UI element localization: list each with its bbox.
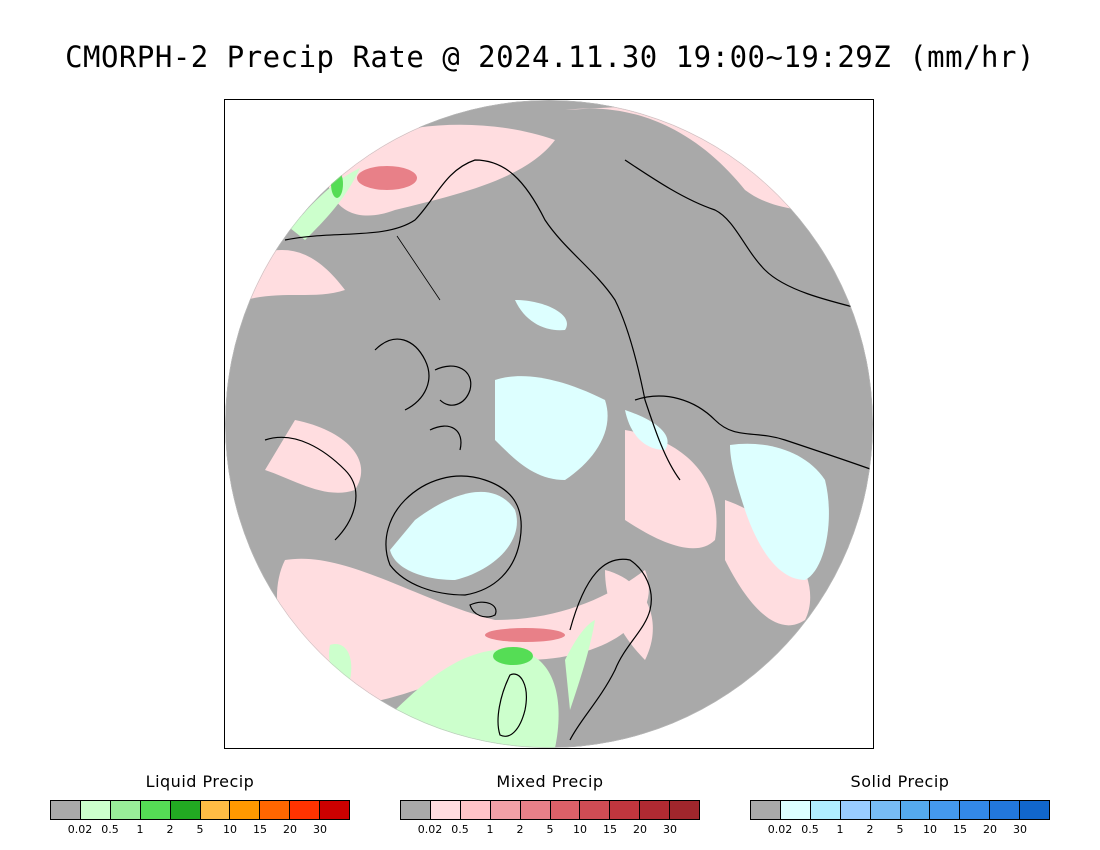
- legend-tick-label: 0.5: [101, 823, 119, 836]
- legend-swatch: [80, 801, 111, 819]
- legend-swatch: [840, 801, 871, 819]
- legend-liquid-precip: Liquid Precip 0.02 0.5 1 2 5 10 15 20 30: [50, 772, 350, 836]
- legend-swatch: [640, 801, 671, 819]
- legend-swatch: [780, 801, 811, 819]
- border-alaska-canada: [396, 235, 441, 301]
- legend-tick-label: 0.5: [801, 823, 819, 836]
- mixed-precip-atlantic-band: [276, 558, 649, 705]
- polar-precip-map: [225, 100, 873, 748]
- mixed-precip-heavy-north-sea: [485, 628, 565, 642]
- solid-precip-greenland: [390, 491, 517, 580]
- legend-mixed-precip: Mixed Precip 0.02 0.5 1 2 5 10 15 20 30: [400, 772, 700, 836]
- legend-tick-label: 30: [1013, 823, 1027, 836]
- legend-swatch: [230, 801, 261, 819]
- mixed-precip-pacific-north: [325, 124, 555, 216]
- legend-tick-label: 10: [573, 823, 587, 836]
- map-disk-outline: [225, 100, 873, 748]
- legend-swatch: [490, 801, 521, 819]
- legend-tick-label: 2: [166, 823, 174, 836]
- legend-tick-label: 15: [603, 823, 617, 836]
- legend-swatch: [960, 801, 991, 819]
- legend-swatch: [170, 801, 201, 819]
- solid-precip-pole: [495, 376, 608, 480]
- solid-precip-siberia-east: [730, 443, 829, 580]
- solid-precip-kara: [625, 410, 668, 450]
- legend-tick-label: 5: [896, 823, 904, 836]
- legend-swatch: [870, 801, 901, 819]
- legend-tick-label: 20: [283, 823, 297, 836]
- coastline-canada-archipelago: [374, 338, 472, 451]
- legend-swatch: [930, 801, 961, 819]
- legend-swatch: [580, 801, 611, 819]
- legend-swatch: [610, 801, 641, 819]
- mixed-precip-barents: [625, 430, 717, 549]
- legend-title: Liquid Precip: [145, 772, 255, 791]
- page-title: CMORPH-2 Precip Rate @ 2024.11.30 19:00~…: [65, 40, 1035, 74]
- coastlines: [264, 159, 873, 741]
- legend-swatch: [401, 801, 431, 819]
- legend-tick-label: 0.5: [451, 823, 469, 836]
- legend-swatch: [460, 801, 491, 819]
- legend-title: Solid Precip: [850, 772, 950, 791]
- legend-tick-label: 1: [486, 823, 494, 836]
- legend-tick-label: 15: [953, 823, 967, 836]
- legend-swatch: [51, 801, 81, 819]
- solid-precip-bering: [515, 300, 567, 331]
- legend-tick-label: 1: [136, 823, 144, 836]
- legend-swatch: [320, 801, 350, 819]
- legend-swatches: [750, 800, 1050, 820]
- legend-tick-label: 2: [516, 823, 524, 836]
- coastline-russia-east: [624, 159, 866, 311]
- legend-tick-label: 2: [866, 823, 874, 836]
- legend-swatch: [520, 801, 551, 819]
- coastline-scandinavia: [569, 558, 652, 741]
- mixed-precip-siberia: [725, 500, 811, 626]
- legend-tick-label: 10: [923, 823, 937, 836]
- legend-swatch: [751, 801, 781, 819]
- legend-swatch: [430, 801, 461, 819]
- legend-tick-label: 30: [663, 823, 677, 836]
- legend-tick-label: 5: [546, 823, 554, 836]
- legend-swatch: [810, 801, 841, 819]
- solid-precip-areas: [390, 300, 829, 580]
- legend-tick-label: 15: [253, 823, 267, 836]
- legend-swatches: [400, 800, 700, 820]
- legend-swatches: [50, 800, 350, 820]
- liquid-precip-norwegian-sea: [565, 620, 595, 710]
- legend-solid-precip: Solid Precip 0.02 0.5 1 2 5 10 15 20 30: [750, 772, 1050, 836]
- liquid-precip-moderate-atlantic: [493, 647, 533, 665]
- coastline-alaska: [284, 159, 681, 481]
- liquid-precip-moderate-pacific: [331, 170, 343, 198]
- legend-tick-label: 20: [983, 823, 997, 836]
- legend-swatch: [260, 801, 291, 819]
- legend-swatch: [900, 801, 931, 819]
- mixed-precip-west-rim: [245, 250, 345, 300]
- legend-swatch: [140, 801, 171, 819]
- legend-swatch: [110, 801, 141, 819]
- mixed-precip-heavy: [357, 166, 565, 642]
- legend-tick-label: 20: [633, 823, 647, 836]
- legend-tick-label: 5: [196, 823, 204, 836]
- legend-tick-label: 30: [313, 823, 327, 836]
- legend-swatch: [200, 801, 231, 819]
- legend-tick-label: 1: [836, 823, 844, 836]
- coastline-uk: [497, 673, 527, 737]
- legend-swatch: [1020, 801, 1050, 819]
- legend-title: Mixed Precip: [496, 772, 604, 791]
- legend-swatch: [290, 801, 321, 819]
- coastline-hudson: [264, 436, 357, 541]
- coastline-greenland: [385, 475, 522, 596]
- legend-swatch: [550, 801, 581, 819]
- legend-tick-label: 0.02: [417, 823, 443, 836]
- map-frame: [224, 99, 874, 749]
- legend-swatch: [670, 801, 700, 819]
- mixed-precip-heavy-pacific: [357, 166, 417, 190]
- coastline-siberia-north: [634, 395, 873, 471]
- legend-tick-label: 0.02: [767, 823, 793, 836]
- legend-swatch: [990, 801, 1021, 819]
- coastline-iceland: [469, 601, 497, 618]
- legend-tick-label: 0.02: [67, 823, 93, 836]
- legend-tick-label: 10: [223, 823, 237, 836]
- mixed-precip-scandinavia: [605, 570, 653, 660]
